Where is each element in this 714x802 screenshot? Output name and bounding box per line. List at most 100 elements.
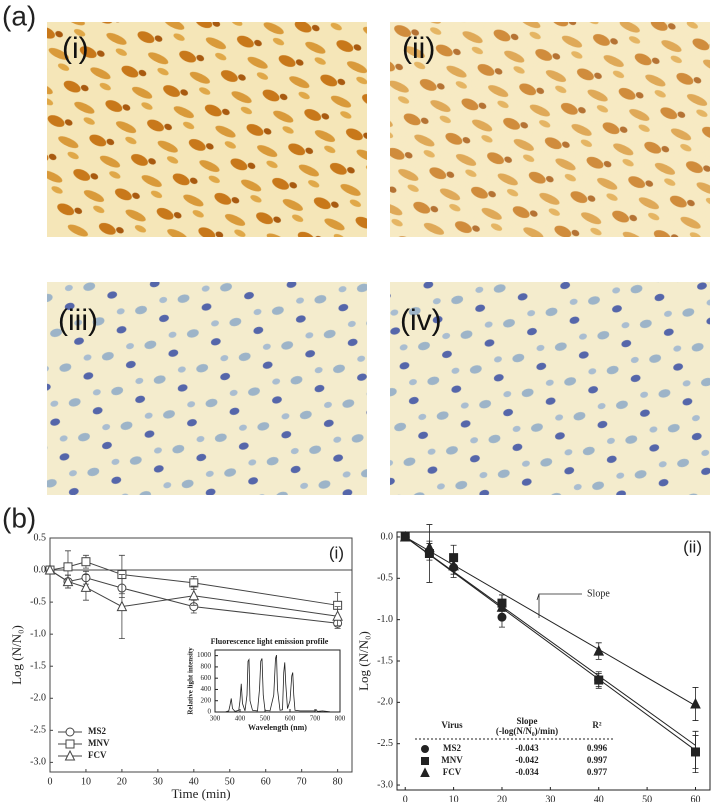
micrograph <box>390 22 710 237</box>
annotation: Slope <box>587 588 610 599</box>
marker <box>81 557 91 567</box>
marker <box>64 749 76 761</box>
x-tick-label: 60 <box>690 794 700 802</box>
fit-line <box>404 536 696 707</box>
fit-line <box>404 536 696 746</box>
x-tick-label: 80 <box>333 776 343 787</box>
fit-line <box>404 536 696 751</box>
x-tick-label: 700 <box>310 715 321 723</box>
x-tick-label: 500 <box>260 715 271 723</box>
y-tick-label: 1000 <box>197 651 212 659</box>
x-tick-label: 50 <box>642 794 652 802</box>
table-header: (-log(N/N₀)/min) <box>496 726 558 736</box>
marker <box>690 697 701 709</box>
annotation-bracket <box>536 593 582 618</box>
y-tick-label: 0 <box>208 708 212 716</box>
marker <box>62 575 74 587</box>
marker <box>189 578 199 588</box>
y-tick-label: -2.5 <box>377 738 393 749</box>
table-r2: 0.977 <box>587 767 608 777</box>
table-header: Virus <box>441 720 463 730</box>
table-header: R² <box>592 720 601 730</box>
x-tick-label: 10 <box>81 776 91 787</box>
marker <box>116 600 128 612</box>
x-tick-label: 400 <box>235 715 246 723</box>
legend-label: MNV <box>88 738 110 748</box>
series-line <box>49 569 338 617</box>
marker <box>332 610 343 621</box>
x-tick-label: 70 <box>297 776 307 787</box>
y-tick-label: 0.0 <box>381 531 394 542</box>
y-axis-label: Log (N/N₀) <box>356 631 371 691</box>
marker <box>65 739 75 749</box>
chart-title: Fluorescence light emission profile <box>211 637 329 646</box>
table-slope: -0.043 <box>515 743 539 753</box>
x-axis-label: Wavelength (nm) <box>248 723 307 732</box>
y-tick-label: -2.5 <box>30 725 46 736</box>
x-tick-label: 10 <box>449 794 459 802</box>
y-tick-label: 200 <box>201 696 212 704</box>
y-tick-label: -1.5 <box>377 655 393 666</box>
legend-label: FCV <box>88 750 107 760</box>
marker <box>424 541 435 553</box>
x-tick-label: 30 <box>153 776 163 787</box>
marker <box>63 562 73 572</box>
y-axis-label: Relative light intensity <box>187 647 195 715</box>
table-slope: -0.034 <box>515 767 539 777</box>
plot-frame <box>49 537 353 773</box>
marker <box>80 581 92 592</box>
image-label: (iii) <box>58 304 98 337</box>
image-label: (i) <box>62 32 89 65</box>
marker <box>65 727 75 737</box>
x-tick-label: 300 <box>210 715 221 723</box>
table-virus: MNV <box>441 755 463 765</box>
marker <box>448 559 459 571</box>
y-tick-label: -0.5 <box>30 596 46 607</box>
micrograph <box>390 282 710 495</box>
table-virus: FCV <box>443 767 462 777</box>
y-tick-label: 0.0 <box>34 564 47 575</box>
plot-frame <box>214 649 341 713</box>
panel-label: (b) <box>2 502 36 533</box>
marker <box>44 563 56 575</box>
table-r2: 0.997 <box>587 755 608 765</box>
panel-label: (ii) <box>683 537 702 556</box>
panel-label: (i) <box>329 543 344 562</box>
table-r2: 0.996 <box>587 743 608 753</box>
x-tick-label: 20 <box>497 794 507 802</box>
y-tick-label: -0.5 <box>377 573 393 584</box>
marker <box>496 601 508 612</box>
x-tick-label: 800 <box>335 715 346 723</box>
image-label: (iv) <box>400 304 442 337</box>
y-tick-label: -2.0 <box>30 693 46 704</box>
y-tick-label: -1.0 <box>30 628 46 639</box>
x-axis-label: Time (min) <box>171 786 230 801</box>
x-tick-label: 30 <box>545 794 555 802</box>
table-virus: MS2 <box>443 743 462 753</box>
y-tick-label: 800 <box>201 663 212 671</box>
marker <box>594 675 604 685</box>
x-tick-label: 0 <box>48 776 53 787</box>
marker <box>690 747 700 757</box>
marker <box>421 757 429 765</box>
micrograph <box>47 282 367 495</box>
marker <box>399 530 411 542</box>
y-tick-label: -2.0 <box>377 697 393 708</box>
marker <box>420 767 430 777</box>
legend-label: MS2 <box>88 726 107 736</box>
x-tick-label: 40 <box>594 794 604 802</box>
y-axis-label: Log (N/N₀) <box>9 625 24 685</box>
y-tick-label: -3.0 <box>377 779 393 790</box>
x-tick-label: 20 <box>117 776 127 787</box>
series-line <box>215 654 341 713</box>
image-label: (ii) <box>402 32 435 65</box>
y-tick-label: -1.0 <box>377 614 393 625</box>
y-tick-label: 400 <box>201 685 212 693</box>
x-tick-label: 0 <box>403 794 408 802</box>
y-tick-label: -3.0 <box>30 757 46 768</box>
x-tick-label: 50 <box>225 776 235 787</box>
micrograph <box>47 22 367 237</box>
x-tick-label: 60 <box>261 776 271 787</box>
marker <box>593 644 605 656</box>
